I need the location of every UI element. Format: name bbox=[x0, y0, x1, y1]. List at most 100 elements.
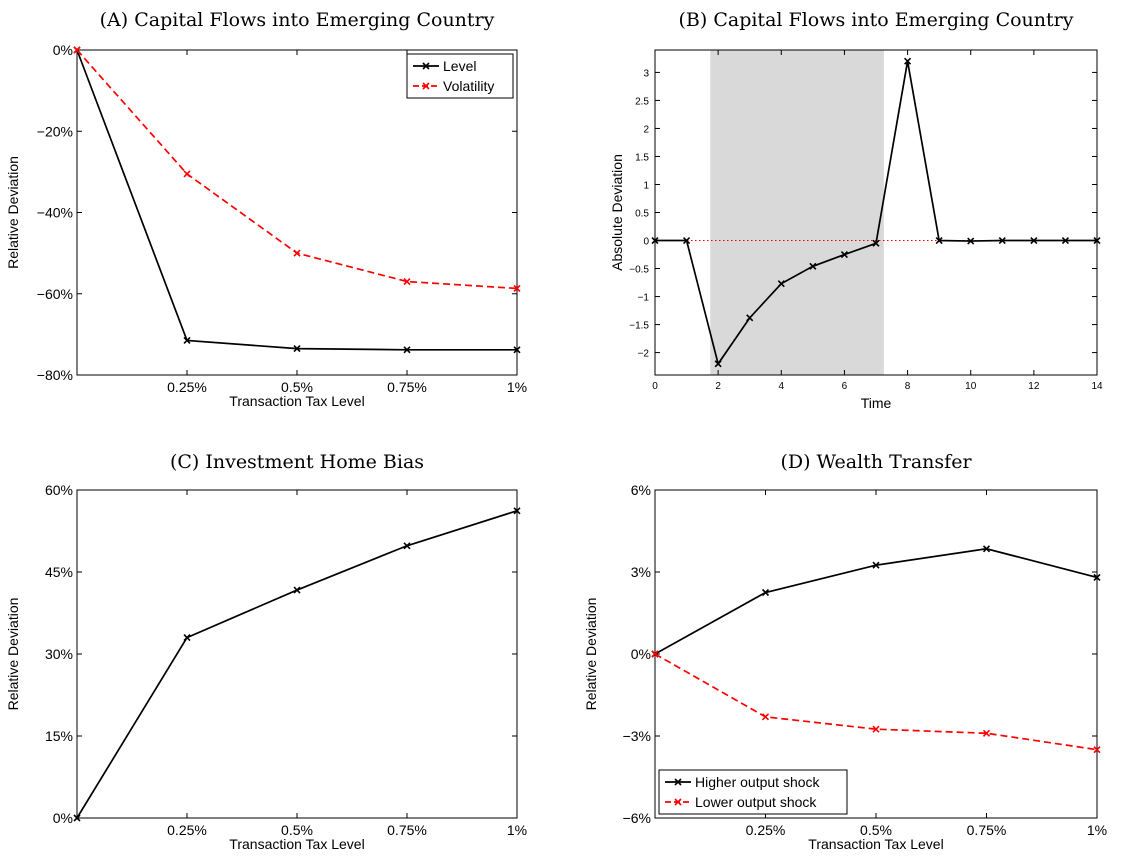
data-point bbox=[683, 236, 691, 245]
data-point bbox=[904, 57, 912, 65]
data-point bbox=[1093, 746, 1101, 754]
legend-box bbox=[658, 769, 848, 815]
y-axis-label: Relative Deviation bbox=[583, 598, 599, 711]
x-tick-label: 1% bbox=[507, 379, 527, 395]
plot-frame bbox=[76, 489, 518, 819]
panel-title: (A) Capital Flows into Emerging Country bbox=[100, 9, 495, 31]
x-tick-label: 0.5% bbox=[281, 822, 313, 838]
data-point bbox=[183, 170, 191, 178]
x-axis-label: Transaction Tax Level bbox=[229, 393, 364, 409]
data-point bbox=[651, 236, 659, 245]
legend-marker bbox=[674, 798, 682, 806]
data-point bbox=[293, 586, 301, 594]
y-tick-label: −1.5 bbox=[629, 321, 649, 332]
data-point bbox=[746, 314, 754, 322]
panel-title: (C) Investment Home Bias bbox=[170, 451, 424, 473]
legend-marker bbox=[422, 62, 430, 70]
data-point bbox=[293, 345, 301, 353]
x-tick-label: 0.25% bbox=[167, 822, 207, 838]
data-point bbox=[998, 236, 1006, 245]
x-tick-label: 0.5% bbox=[281, 379, 313, 395]
data-point bbox=[73, 46, 81, 54]
data-point bbox=[840, 250, 848, 259]
x-tick-label: 4 bbox=[779, 381, 785, 392]
y-tick-label: 0 bbox=[643, 237, 649, 248]
x-tick-label: 8 bbox=[905, 381, 911, 392]
x-tick-label: 10 bbox=[965, 381, 977, 392]
x-axis-label: Time bbox=[861, 395, 892, 411]
y-tick-label: 30% bbox=[45, 646, 73, 662]
panel-title: (B) Capital Flows into Emerging Country bbox=[679, 9, 1074, 31]
y-tick-label: −80% bbox=[37, 367, 73, 383]
x-tick-label: 0.75% bbox=[387, 822, 427, 838]
x-tick-label: 0 bbox=[652, 381, 658, 392]
x-tick-label: 0.25% bbox=[746, 822, 786, 838]
y-tick-label: −60% bbox=[37, 286, 73, 302]
legend: Level Volatility bbox=[406, 53, 514, 99]
legend-label: Level bbox=[443, 58, 476, 74]
data-point bbox=[872, 239, 880, 247]
data-point bbox=[982, 729, 991, 737]
data-point bbox=[761, 713, 770, 721]
legend-marker bbox=[674, 778, 682, 786]
y-tick-label: −40% bbox=[37, 205, 73, 221]
legend-label: Volatility bbox=[443, 78, 494, 94]
series-1 bbox=[73, 507, 521, 822]
data-point bbox=[513, 284, 521, 293]
data-point bbox=[513, 507, 521, 515]
y-tick-label: 0% bbox=[631, 646, 651, 662]
legend-marker bbox=[422, 82, 430, 90]
plot-frame bbox=[654, 489, 1098, 819]
legend-box bbox=[406, 53, 514, 99]
data-point bbox=[651, 650, 659, 658]
x-tick-label: 14 bbox=[1091, 381, 1103, 392]
x-tick-label: 1% bbox=[1087, 822, 1107, 838]
x-tick-label: 0.75% bbox=[967, 822, 1007, 838]
y-tick-label: 15% bbox=[45, 728, 73, 744]
x-tick-label: 0.75% bbox=[387, 379, 427, 395]
y-tick-label: −20% bbox=[37, 123, 73, 139]
y-tick-label: −1 bbox=[638, 293, 650, 304]
data-point bbox=[1093, 573, 1101, 582]
y-tick-label: 6% bbox=[631, 482, 651, 498]
panel-title: (D) Wealth Transfer bbox=[780, 451, 972, 473]
data-point bbox=[872, 725, 880, 733]
y-tick-label: 1.5 bbox=[635, 152, 649, 163]
data-point bbox=[935, 236, 943, 245]
x-axis-label: Transaction Tax Level bbox=[808, 836, 943, 852]
plot-frame bbox=[76, 49, 518, 376]
legend-label: Lower output shock bbox=[695, 794, 817, 810]
y-tick-label: 1 bbox=[643, 180, 649, 191]
data-point bbox=[982, 545, 991, 553]
panel-b: (B) Capital Flows into Emerging Country 0… bbox=[609, 9, 1103, 411]
shaded-region bbox=[710, 50, 884, 375]
x-tick-label: 0.25% bbox=[167, 379, 207, 395]
data-point bbox=[761, 588, 770, 597]
y-axis-label: Absolute Deviation bbox=[609, 154, 625, 271]
y-tick-label: 0% bbox=[53, 810, 73, 826]
data-point bbox=[293, 249, 301, 257]
series-line bbox=[654, 653, 1098, 751]
data-point bbox=[403, 346, 411, 354]
panel-d: (D) Wealth Transfer 0.25% 0.5% 0.75% 1% 6% 3% 0… bbox=[583, 451, 1107, 852]
data-point bbox=[1061, 236, 1069, 245]
x-axis-label: Transaction Tax Level bbox=[229, 836, 364, 852]
y-tick-label: −6% bbox=[623, 810, 651, 826]
y-tick-label: 3 bbox=[643, 68, 649, 79]
y-tick-label: −3% bbox=[623, 728, 651, 744]
x-tick-label: 0.5% bbox=[860, 822, 892, 838]
legend: Higher output shock Lower output shock bbox=[658, 769, 848, 815]
y-tick-label: 2 bbox=[643, 124, 649, 135]
panel-c: (C) Investment Home Bias 0.25% 0.5% 0.75% 1%… bbox=[5, 451, 527, 852]
series-1 bbox=[651, 57, 1101, 368]
series-line bbox=[76, 509, 518, 819]
x-tick-label: 2 bbox=[715, 381, 721, 392]
data-point bbox=[183, 634, 191, 642]
y-tick-label: −2 bbox=[638, 349, 650, 360]
data-point bbox=[809, 262, 817, 270]
y-tick-label: −0.5 bbox=[629, 265, 649, 276]
series-higher-output-shock bbox=[651, 545, 1101, 658]
y-tick-label: 3% bbox=[631, 564, 651, 580]
data-point bbox=[967, 237, 975, 245]
